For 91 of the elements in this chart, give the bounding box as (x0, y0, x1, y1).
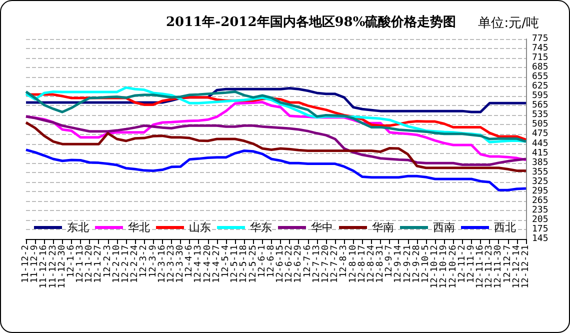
x-tick-label: 12-6-8 (266, 245, 276, 278)
x-tick-label: 12-8-17 (357, 245, 368, 283)
y-tick-label: 385 (532, 158, 548, 168)
x-tick-label: 12-9-14 (394, 245, 404, 283)
x-tick-label: 12-7-20 (321, 245, 331, 283)
x-tick-label: 12-6-15 (276, 245, 286, 283)
legend-label: 华南 (372, 221, 394, 234)
x-tick-label: 12-5-18 (239, 245, 250, 283)
x-tick-label: 12-11-9 (466, 245, 476, 283)
x-tick-label: 12-6-29 (294, 245, 304, 283)
y-tick-label: 175 (532, 224, 548, 234)
y-tick-label: 505 (532, 120, 548, 130)
x-tick-label: 12-3-9 (148, 245, 158, 278)
x-tick-label: 12-3-2 (139, 245, 150, 278)
x-tick-label: 12-1-27 (94, 245, 104, 283)
x-tick-label: 12-8-31 (376, 245, 386, 283)
y-tick-label: 265 (532, 196, 548, 206)
y-tick-label: 415 (532, 148, 548, 158)
x-tick-label: 12-10-5 (421, 245, 431, 283)
line-series (24, 148, 528, 192)
x-tick-label: 11-12-9 (30, 245, 40, 283)
x-tick-label: 12-12-21 (521, 245, 531, 288)
x-tick-label: 12-8-3 (339, 245, 350, 278)
y-tick-label: 535 (532, 110, 548, 120)
y-tick-label: 475 (532, 129, 548, 140)
x-tick-label: 12-12-14 (512, 245, 522, 288)
x-tick-label: 11-12-23 (48, 245, 58, 288)
y-tick-label: 295 (532, 186, 548, 196)
x-tick-label: 12-4-13 (194, 245, 204, 283)
x-tick-label: 12-11-16 (476, 245, 486, 288)
legend-label: 山东 (189, 221, 211, 234)
y-tick-label: 625 (532, 82, 548, 92)
x-tick-label: 12-2-17 (121, 245, 131, 283)
y-tick-label: 445 (532, 138, 548, 149)
x-tick-label: 11-12-16 (39, 245, 50, 288)
y-tick-label: 205 (532, 214, 548, 225)
line-series (24, 121, 528, 172)
x-tick-label: 12-8-10 (348, 245, 358, 283)
x-tick-label: 12-7-27 (330, 245, 340, 283)
x-tick-label: 12-5-25 (248, 245, 258, 283)
legend-label: 华北 (128, 221, 150, 234)
x-tick-label: 12-7-6 (302, 245, 313, 278)
x-tick-label: 12-11-23 (484, 245, 495, 288)
x-tick-label: 12-4-27 (212, 245, 222, 283)
y-tick-label: 775 (532, 34, 548, 44)
x-tick-label: 12-10-26 (448, 245, 458, 288)
x-tick-label: 12-5-4 (221, 245, 231, 278)
y-tick-label: 235 (532, 205, 548, 216)
x-tick-label: 12-11-2 (457, 245, 468, 283)
y-tick-label: 355 (532, 167, 548, 178)
line-series (24, 115, 528, 166)
y-tick-label: 655 (532, 72, 548, 82)
x-tick-label: 12-3-16 (157, 245, 168, 283)
x-tick-label: 12-9-7 (384, 245, 395, 278)
x-tick-label: 12-4-20 (202, 245, 213, 283)
x-tick-label: 12-2-10 (112, 245, 122, 283)
chart-title: 2011年-2012年国内各地区98%硫酸价格走势图 (166, 14, 456, 30)
y-tick-label: 595 (532, 91, 548, 102)
x-tick-label: 12-11-30 (494, 245, 504, 288)
legend-label: 西南 (433, 221, 455, 234)
x-tick-label: 12-10-12 (430, 245, 440, 288)
x-tick-label: 12-2-24 (130, 245, 140, 283)
x-tick-label: 12-3-23 (166, 245, 176, 283)
x-tick-label: 12-2-3 (102, 245, 113, 278)
x-tick-label: 12-10-19 (439, 245, 450, 288)
x-tick-label: 11-12-2 (21, 245, 31, 283)
y-tick-label: 145 (532, 234, 548, 244)
x-tick-label: 12-8-24 (366, 245, 376, 283)
legend-label: 华中 (311, 221, 333, 234)
x-tick-label: 12-12-7 (502, 245, 513, 283)
x-tick-label: 12-7-13 (312, 245, 322, 283)
text: 单位:元/吨 (478, 16, 540, 31)
x-tick-label: 12-9-28 (412, 245, 422, 283)
x-tick-label: 12-1-20 (84, 245, 95, 283)
x-tick-label: 12-6-1 (257, 245, 268, 278)
y-tick-label: 685 (532, 62, 548, 73)
x-tick-label: 12-3-30 (176, 245, 186, 283)
y-tick-label: 715 (532, 53, 548, 64)
x-tick-label: 12-5-11 (230, 245, 240, 283)
legend-label: 东北 (67, 221, 89, 234)
x-tick-label: 12-6-22 (284, 245, 295, 283)
y-tick-label: 745 (532, 44, 548, 54)
x-tick-label: 12-1-6 (66, 245, 76, 278)
legend-label: 华东 (250, 221, 272, 234)
x-tick-label: 12-4-6 (184, 245, 195, 278)
y-tick-label: 565 (532, 100, 548, 111)
legend-label: 西北 (494, 221, 516, 234)
x-tick-label: 12-1-13 (76, 245, 86, 283)
x-tick-label: 12-9-21 (402, 245, 413, 283)
x-tick-label: 11-12-30 (57, 245, 68, 288)
y-tick-label: 325 (532, 176, 548, 187)
